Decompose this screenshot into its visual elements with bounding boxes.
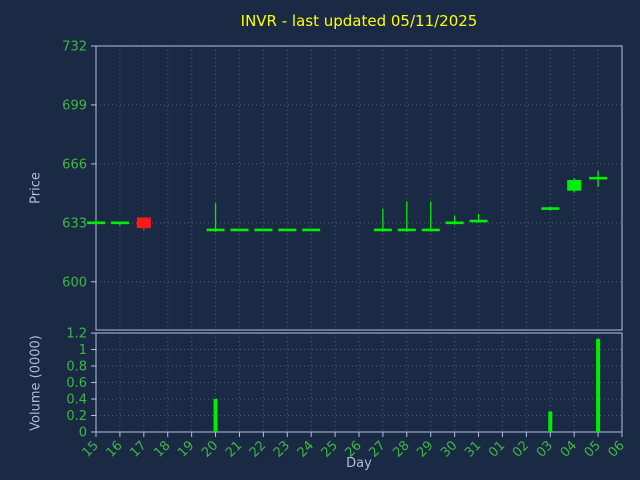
svg-text:1: 1 <box>79 343 87 358</box>
candles <box>87 171 608 232</box>
chart-title: INVR - last updated 05/11/2025 <box>240 12 478 30</box>
svg-text:732: 732 <box>62 40 87 55</box>
svg-text:666: 666 <box>62 157 87 172</box>
svg-text:699: 699 <box>62 98 87 113</box>
svg-text:1.2: 1.2 <box>66 327 87 342</box>
svg-text:0.8: 0.8 <box>66 360 87 375</box>
svg-text:633: 633 <box>62 216 87 231</box>
price-axis-label: Price <box>28 172 44 204</box>
svg-text:0.2: 0.2 <box>66 409 87 424</box>
svg-text:600: 600 <box>62 275 87 290</box>
svg-text:0: 0 <box>79 426 87 441</box>
svg-text:0.4: 0.4 <box>66 393 87 408</box>
volume-axis-label: Volume (0000) <box>28 335 44 431</box>
svg-text:0.6: 0.6 <box>66 376 87 391</box>
day-axis-label: Day <box>346 456 372 471</box>
volume-bars <box>213 338 601 432</box>
